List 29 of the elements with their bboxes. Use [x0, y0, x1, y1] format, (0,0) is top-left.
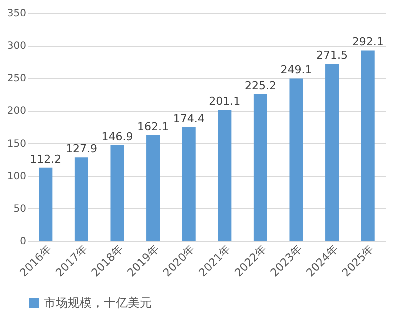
- bar: [254, 94, 268, 241]
- y-tick-label: 200: [7, 106, 26, 118]
- data-label: 174.4: [173, 112, 205, 126]
- data-label: 249.1: [280, 64, 312, 77]
- data-label: 112.2: [30, 152, 62, 166]
- bar: [326, 64, 340, 241]
- data-label: 271.5: [316, 49, 348, 62]
- y-tick-label: 150: [7, 138, 26, 150]
- bar: [182, 127, 196, 241]
- data-label: 127.9: [66, 142, 98, 156]
- bar: [146, 135, 160, 241]
- data-label: 162.1: [138, 120, 170, 134]
- data-label: 225.2: [244, 79, 276, 92]
- legend-label: 市场规模，十亿美元: [44, 296, 152, 310]
- y-tick-label: 250: [7, 74, 26, 85]
- data-label: 292.1: [352, 36, 384, 49]
- bar: [110, 145, 124, 241]
- y-tick-label: 0: [20, 236, 26, 248]
- data-label: 146.9: [102, 130, 134, 144]
- data-label: 201.1: [209, 95, 241, 108]
- bar: [218, 110, 232, 241]
- y-tick-label: 100: [7, 171, 26, 182]
- bar: [39, 168, 53, 241]
- bar: [361, 50, 375, 241]
- bar: [290, 78, 304, 241]
- y-tick-label: 350: [7, 8, 26, 20]
- y-tick-label: 300: [7, 41, 26, 52]
- y-tick-label: 50: [14, 204, 26, 215]
- bar: [74, 158, 88, 241]
